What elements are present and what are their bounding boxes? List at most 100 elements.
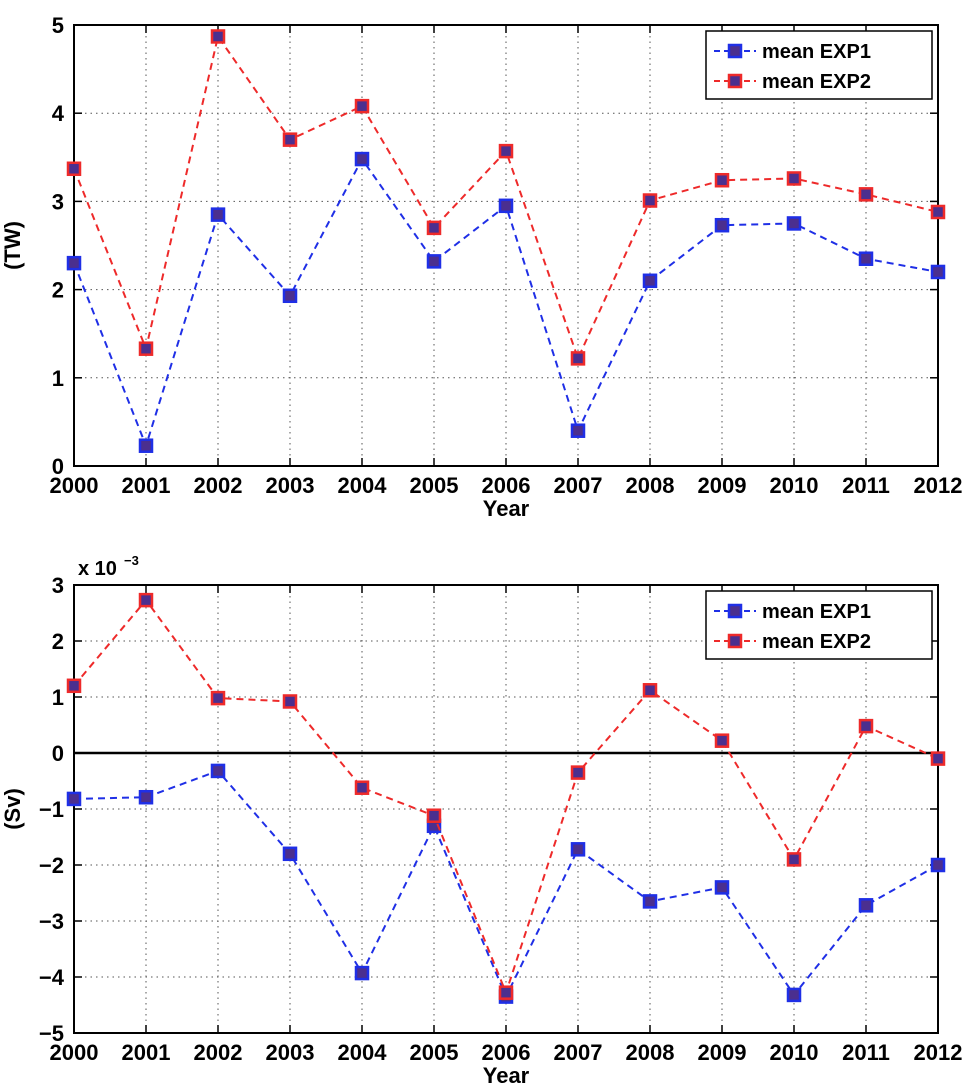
legend-box	[705, 30, 933, 100]
data-point-exp2	[138, 341, 154, 356]
data-point-exp1	[714, 217, 730, 233]
data-point-exp1	[138, 789, 154, 805]
data-point-exp2	[714, 733, 730, 748]
x-tick-label: 2008	[626, 1040, 675, 1065]
data-point-exp2	[570, 351, 586, 366]
data-point-exp1	[138, 438, 154, 453]
data-point-exp2	[138, 592, 154, 608]
x-tick-label: 2010	[770, 1040, 819, 1065]
x-tick-label: 2012	[914, 473, 963, 498]
data-point-exp2	[66, 161, 82, 177]
data-point-exp1	[642, 894, 658, 909]
data-point-exp1	[498, 198, 514, 214]
data-point-exp2	[930, 751, 946, 766]
y-tick-label: 2	[52, 278, 64, 303]
legend-label-exp1: mean EXP1	[762, 41, 871, 63]
data-point-exp1	[858, 898, 874, 913]
data-point-exp2	[498, 143, 514, 159]
data-point-exp1	[282, 288, 298, 304]
data-point-exp2	[858, 187, 874, 202]
data-point-exp1	[426, 254, 442, 269]
x-tick-label: 2006	[482, 1040, 531, 1065]
data-point-exp1	[930, 857, 946, 873]
data-point-exp1	[354, 965, 370, 981]
data-point-exp2	[282, 132, 298, 147]
data-point-exp1	[570, 842, 586, 857]
y-tick-label: −4	[39, 965, 65, 990]
data-point-exp2	[66, 678, 82, 694]
data-point-exp1	[786, 987, 802, 1003]
y-axis-label: (TW)	[0, 221, 25, 270]
data-point-exp1	[786, 216, 802, 231]
data-point-exp1	[354, 151, 370, 167]
x-tick-label: 2005	[410, 1040, 459, 1065]
x-tick-label: 2005	[410, 473, 459, 498]
top-panel: 2000 2001 2002 2003 2004 2005 2006 2007 2008 2009…	[0, 13, 962, 521]
x-axis-label: Year	[483, 496, 530, 521]
legend-label-exp1: mean EXP1	[762, 601, 871, 623]
data-point-exp1	[66, 255, 82, 271]
x-tick-label: 2012	[914, 1040, 963, 1065]
data-point-exp2	[282, 694, 298, 709]
y-tick-label: 0	[52, 741, 64, 766]
y-tick-label: 0	[52, 454, 64, 479]
data-point-exp2	[930, 204, 946, 220]
x-tick-label: 2002	[194, 1040, 243, 1065]
y-tick-label: 1	[52, 366, 64, 391]
x-axis-label: Year	[483, 1063, 530, 1086]
y-tick-label: −3	[39, 909, 64, 934]
data-point-exp2	[714, 172, 730, 188]
y-exponent-power: −3	[124, 553, 139, 568]
data-point-exp2	[426, 220, 442, 236]
x-tick-label: 2009	[698, 473, 747, 498]
x-tick-label: 2010	[770, 473, 819, 498]
y-tick-label: 1	[52, 685, 64, 710]
x-tick-label: 2009	[698, 1040, 747, 1065]
data-point-exp1	[282, 846, 298, 862]
x-tick-label: 2002	[194, 473, 243, 498]
y-tick-label: 4	[52, 101, 65, 126]
data-point-exp1	[570, 423, 586, 438]
x-tick-label: 2011	[842, 1040, 890, 1065]
data-point-exp1	[66, 791, 82, 807]
y-tick-label: 3	[52, 189, 64, 214]
x-tick-label: 2003	[266, 1040, 315, 1065]
x-tick-label: 2007	[554, 473, 603, 498]
x-tick-label: 2004	[338, 1040, 388, 1065]
data-point-exp2	[210, 29, 226, 44]
data-point-exp2	[210, 690, 226, 706]
y-tick-label: 3	[52, 573, 64, 598]
legend-marker-exp2	[727, 73, 743, 89]
data-point-exp2	[354, 98, 370, 114]
y-exponent-label: x 10	[78, 558, 117, 580]
data-point-exp2	[786, 852, 802, 867]
data-point-exp2	[642, 193, 658, 208]
y-tick-label: −1	[39, 797, 64, 822]
data-point-exp2	[786, 171, 802, 186]
y-axis-label: (Sv)	[0, 788, 25, 830]
data-point-exp1	[714, 880, 730, 895]
legend-marker-exp2	[727, 633, 743, 649]
x-tick-label: 2001	[122, 1040, 171, 1065]
legend-label-exp2: mean EXP2	[762, 631, 871, 653]
data-point-exp2	[354, 780, 370, 795]
x-tick-label: 2003	[266, 473, 315, 498]
x-tick-label: 2000	[50, 1040, 99, 1065]
x-tick-label: 2007	[554, 1040, 603, 1065]
data-point-exp1	[210, 207, 226, 222]
data-point-exp2	[642, 683, 658, 698]
y-tick-label: −5	[39, 1021, 64, 1046]
x-tick-label: 2006	[482, 473, 531, 498]
x-tick-label: 2011	[842, 473, 890, 498]
data-point-exp1	[642, 273, 658, 289]
data-point-exp2	[858, 718, 874, 734]
series-line-exp1	[73, 769, 939, 1000]
data-point-exp2	[498, 985, 514, 1000]
x-tick-label: 2004	[338, 473, 388, 498]
legend-box	[705, 590, 933, 660]
data-point-exp1	[858, 251, 874, 266]
y-tick-label: 5	[52, 13, 64, 38]
legend-marker-exp1	[727, 43, 743, 59]
